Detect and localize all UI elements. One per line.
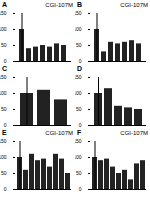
html-text:D: D [77, 65, 83, 72]
svg-text:50: 50 [1, 106, 7, 112]
html-text:F: F [77, 129, 82, 136]
html-text:CGI-107M: CGI-107M [120, 130, 148, 136]
svg-text:0: 0 [4, 186, 7, 191]
html-text:B: B [77, 1, 83, 8]
html-text:C: C [2, 65, 8, 72]
svg-text:150: 150 [75, 138, 82, 144]
svg-text:100: 100 [75, 90, 82, 96]
svg-text:0: 0 [4, 58, 7, 63]
svg-text:150: 150 [75, 74, 82, 80]
html-text:A: A [2, 1, 8, 8]
svg-text:100: 100 [0, 90, 7, 96]
svg-text:150: 150 [0, 10, 7, 16]
svg-text:150: 150 [0, 74, 7, 80]
html-text:CGI-107M: CGI-107M [45, 2, 73, 8]
svg-text:0: 0 [79, 122, 82, 127]
svg-text:100: 100 [0, 26, 7, 32]
svg-text:50: 50 [76, 170, 82, 176]
svg-text:0: 0 [79, 58, 82, 63]
svg-text:50: 50 [76, 42, 82, 48]
html-text:E: E [2, 129, 7, 136]
svg-text:100: 100 [75, 154, 82, 160]
svg-text:150: 150 [0, 138, 7, 144]
svg-text:50: 50 [1, 42, 7, 48]
html-text:CGI-107M: CGI-107M [45, 130, 73, 136]
svg-text:100: 100 [75, 26, 82, 32]
html-text:CGI-107M: CGI-107M [120, 2, 148, 8]
svg-text:150: 150 [75, 10, 82, 16]
svg-text:50: 50 [76, 106, 82, 112]
svg-text:0: 0 [4, 122, 7, 127]
svg-text:0: 0 [79, 186, 82, 191]
svg-text:50: 50 [1, 170, 7, 176]
svg-text:100: 100 [0, 154, 7, 160]
